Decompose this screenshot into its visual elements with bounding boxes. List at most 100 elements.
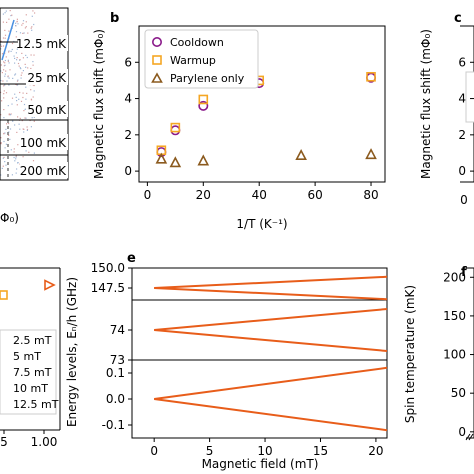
- noise-dot: [11, 97, 14, 99]
- noise-dot: [5, 92, 8, 94]
- noise-dot: [3, 156, 5, 158]
- noise-dot: [30, 27, 32, 29]
- noise-dot: [0, 142, 2, 144]
- panel-b-y-ticks: 0 2 4 6: [124, 55, 139, 178]
- noise-dot: [9, 114, 12, 116]
- noise-dot: [11, 42, 14, 45]
- noise-dot: [16, 100, 18, 102]
- noise-dot: [6, 80, 8, 82]
- noise-dot: [3, 69, 5, 71]
- noise-dot: [13, 151, 15, 153]
- panel-d-xtick-1-00: 1.00: [31, 435, 58, 449]
- noise-dot: [8, 62, 10, 64]
- noise-dot: [32, 64, 34, 66]
- noise-dot: [27, 67, 29, 69]
- energy-level-line: [154, 398, 388, 432]
- noise-dot: [22, 92, 24, 94]
- noise-dot: [26, 129, 28, 131]
- noise-dot: [5, 70, 7, 72]
- point-circle: [170, 125, 181, 136]
- noise-dot: [15, 36, 17, 38]
- noise-dot: [23, 103, 26, 106]
- panel-f-ylabel: Spin temperature (mK): [403, 285, 417, 423]
- panel-b-axes: [138, 25, 386, 183]
- noise-dot: [2, 21, 4, 23]
- noise-dot: [33, 120, 35, 122]
- noise-dot: [33, 54, 35, 56]
- noise-dot: [3, 109, 5, 111]
- noise-dot: [2, 80, 4, 82]
- noise-dot: [15, 158, 17, 160]
- noise-dot: [8, 84, 10, 86]
- noise-dot: [3, 117, 5, 119]
- noise-dot: [16, 131, 18, 133]
- panel-f-letter: f: [461, 265, 467, 280]
- noise-dot: [25, 86, 27, 88]
- b-xtick-label: 20: [196, 188, 211, 202]
- noise-dot: [22, 32, 24, 34]
- noise-dot: [1, 53, 4, 55]
- noise-dot: [32, 10, 34, 12]
- noise-dot: [28, 151, 30, 153]
- noise-dot: [0, 70, 2, 72]
- b-xtick-label: 0: [144, 188, 152, 202]
- noise-dot: [3, 85, 5, 87]
- panel-e-xlabel: Magnetic field (mT): [202, 457, 319, 471]
- row-label-25mk: 25 mK: [27, 71, 67, 85]
- panel-e-x-ticks: 0 5 10 15 20: [150, 438, 384, 458]
- noise-dot: [24, 27, 26, 29]
- noise-dot: [31, 26, 33, 28]
- noise-dot: [7, 60, 9, 62]
- noise-dot: [0, 91, 2, 93]
- noise-dot: [4, 12, 6, 14]
- panel-b-xlabel: 1/T (K⁻¹): [236, 217, 287, 231]
- panel-e-letter: e: [127, 251, 136, 266]
- noise-dot: [20, 100, 23, 102]
- noise-dot: [24, 63, 26, 65]
- noise-dot: [15, 155, 17, 157]
- noise-dot: [7, 59, 9, 61]
- noise-dot: [4, 73, 6, 75]
- noise-dot: [17, 23, 19, 25]
- noise-dot: [5, 56, 7, 58]
- noise-dot: [16, 57, 18, 59]
- noise-dot: [25, 26, 27, 28]
- panel-a: 12.5 mK 25 mK 50 mK 100 mK 200 mK Φ₀): [0, 7, 69, 225]
- noise-dot: [20, 74, 22, 76]
- noise-dot: [30, 126, 32, 128]
- point-square: [198, 94, 209, 105]
- noise-dot: [10, 50, 12, 52]
- noise-dot: [25, 117, 27, 119]
- f-ytick-label: 0: [458, 425, 466, 439]
- panel-b-points: [155, 71, 377, 168]
- noise-dot: [9, 128, 12, 130]
- noise-dot: [8, 51, 10, 53]
- noise-dot: [0, 64, 3, 66]
- noise-dot: [21, 120, 23, 122]
- noise-dot: [14, 73, 17, 75]
- energy-level-line: [154, 329, 388, 352]
- noise-dot: [31, 29, 33, 31]
- noise-dot: [13, 156, 15, 159]
- noise-dot: [30, 54, 32, 56]
- noise-dot: [19, 59, 21, 61]
- noise-dot: [22, 20, 25, 22]
- c-ytick-label: 6: [458, 55, 466, 69]
- point-triangle: [365, 148, 377, 160]
- noise-dot: [25, 66, 27, 68]
- noise-dot: [17, 116, 19, 118]
- noise-dot: [32, 61, 34, 63]
- noise-dot: [19, 91, 21, 94]
- noise-dot: [4, 147, 6, 149]
- noise-dot: [4, 161, 6, 163]
- noise-dot: [12, 77, 14, 79]
- noise-dot: [0, 45, 3, 47]
- panel-a-xlabel-fragment: Φ₀): [0, 211, 19, 225]
- e-ytick-label: 73: [110, 353, 125, 367]
- b-ytick-label: 0: [124, 164, 132, 178]
- noise-dot: [1, 167, 3, 169]
- noise-dot: [32, 96, 34, 98]
- b-xtick-label: 80: [363, 188, 378, 202]
- legend-warmup-label: Warmup: [170, 54, 216, 67]
- noise-dot: [16, 84, 18, 86]
